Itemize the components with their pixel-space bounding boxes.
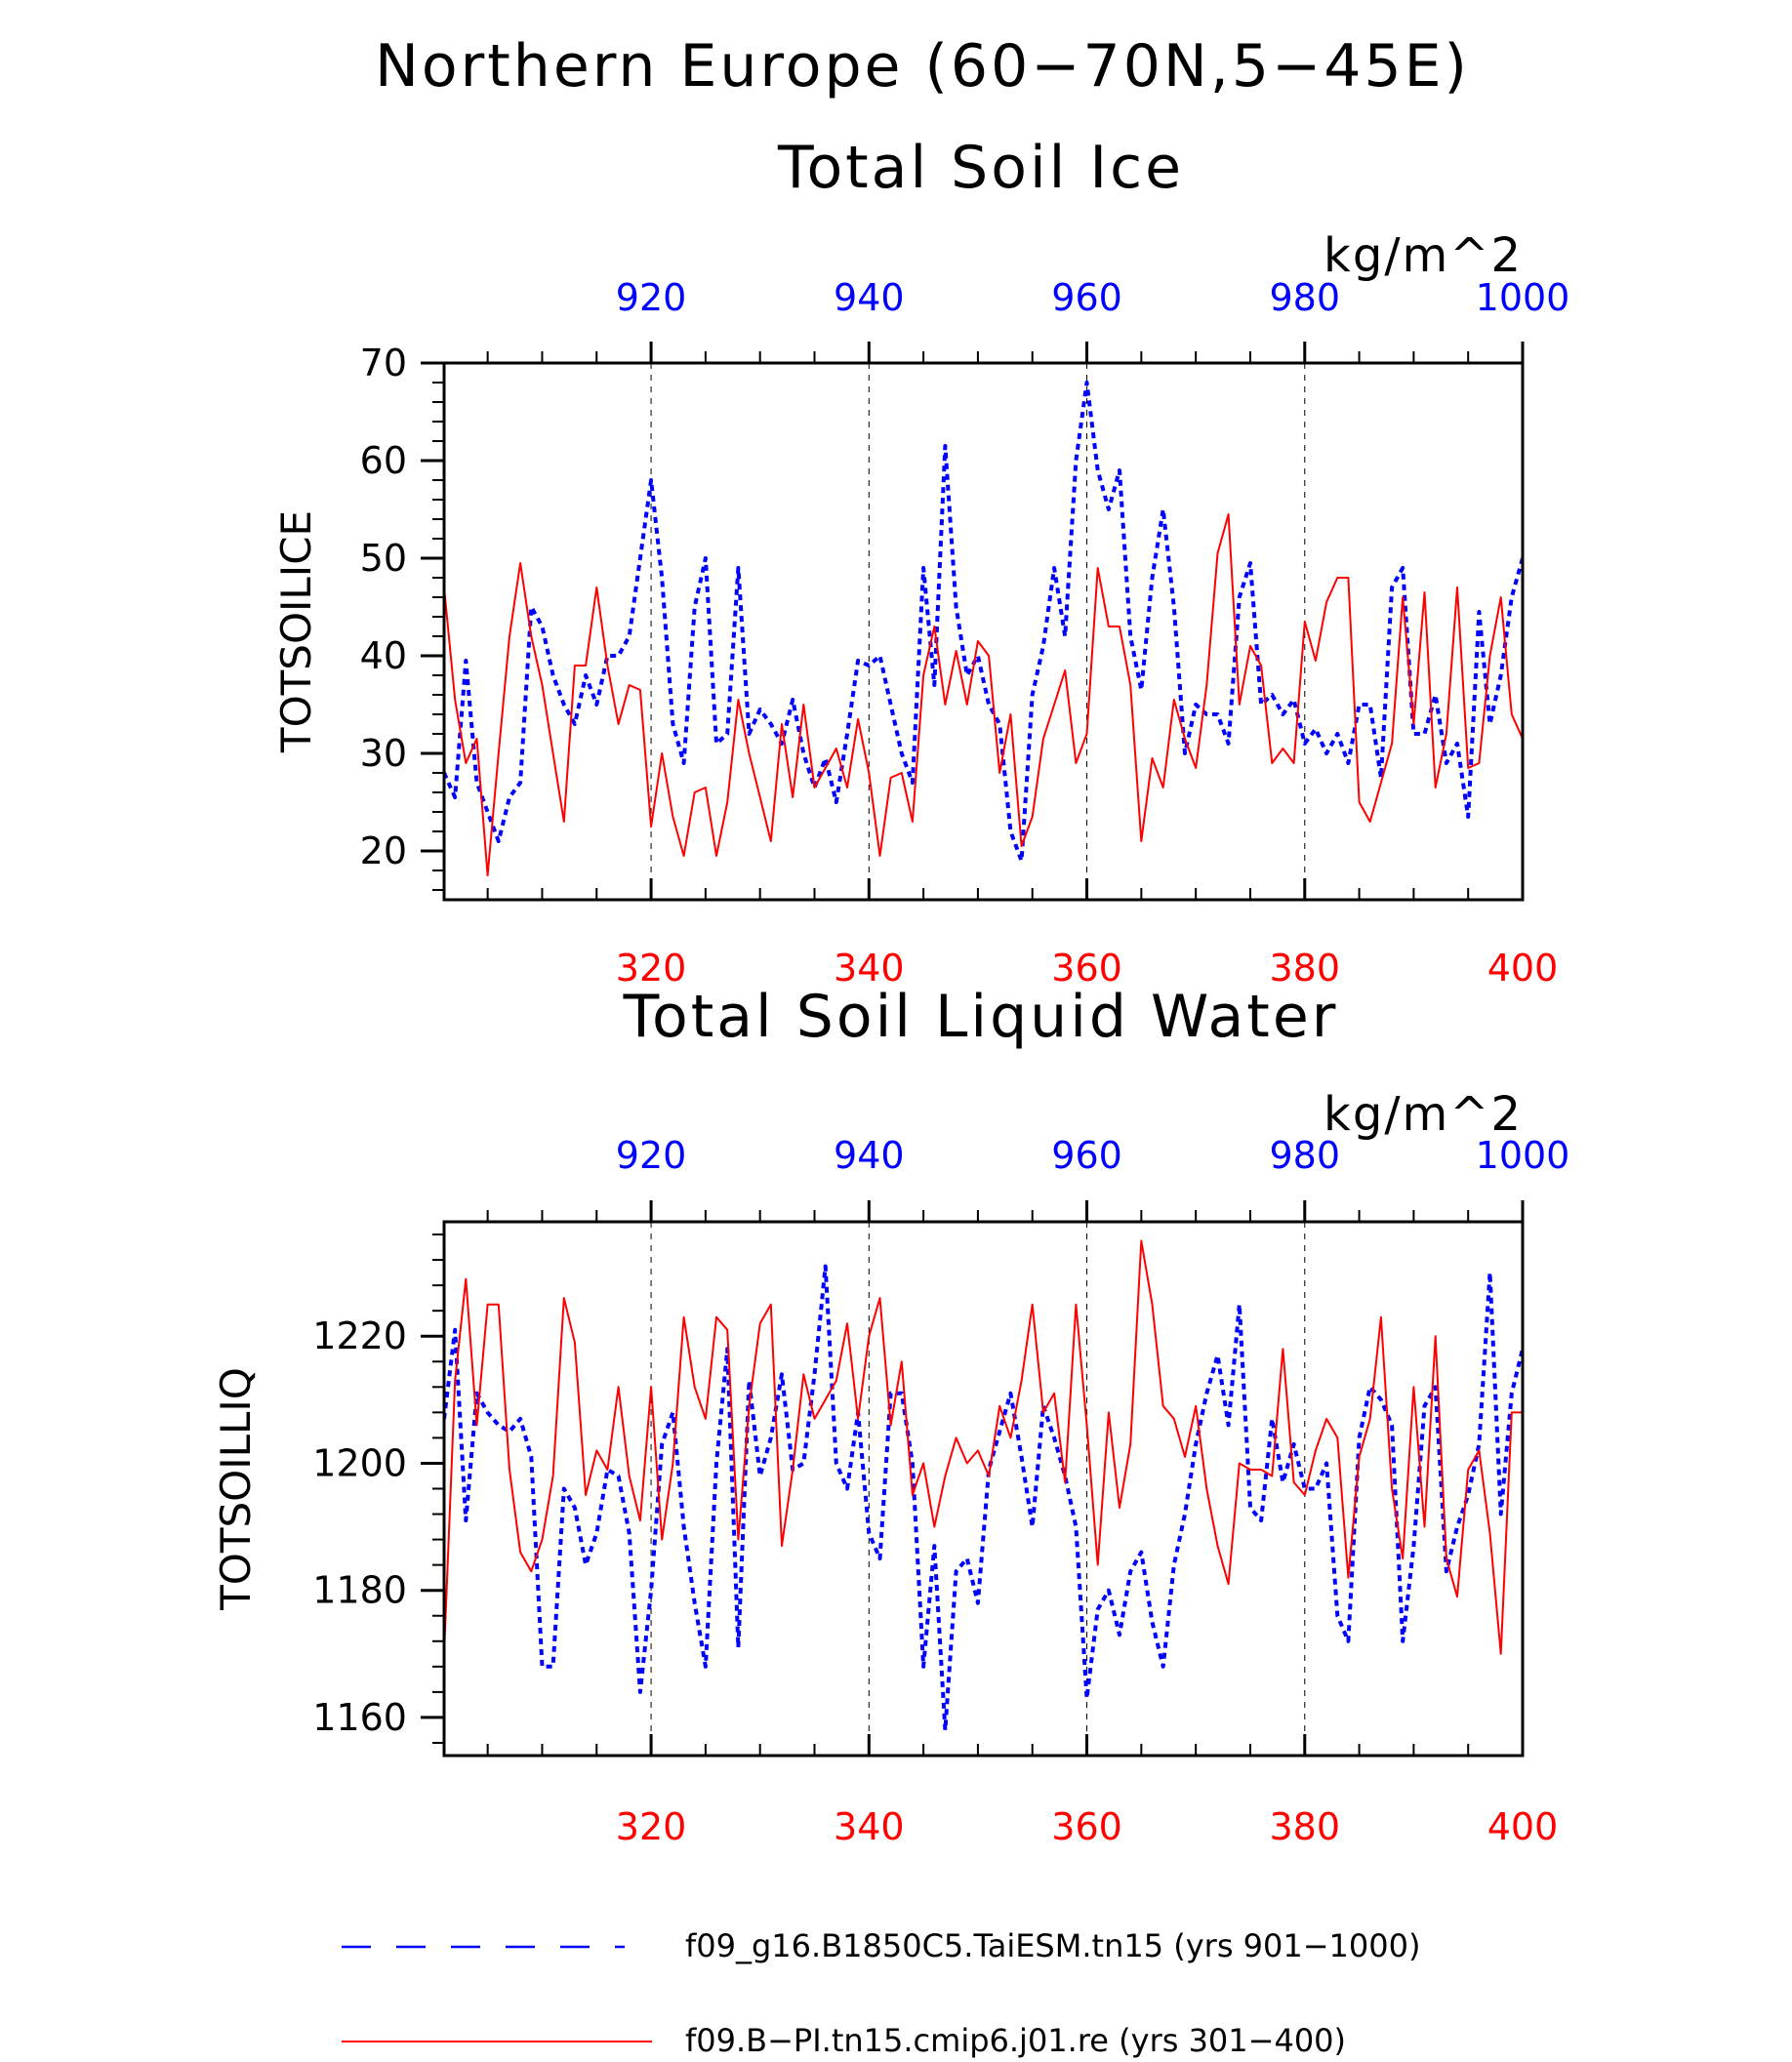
x-top-tick-label: 920	[616, 276, 687, 319]
x-bottom-tick-label: 380	[1270, 1805, 1341, 1848]
panel-title: Total Soil Liquid Water	[623, 983, 1339, 1051]
x-top-tick-label: 980	[1270, 1134, 1341, 1177]
y-tick-label: 1220	[312, 1314, 407, 1357]
x-top-tick-label: 940	[834, 276, 905, 319]
x-bottom-tick-label: 380	[1270, 947, 1341, 990]
y-tick-label: 1160	[312, 1696, 407, 1739]
y-tick-label: 50	[360, 537, 407, 580]
x-bottom-tick-label: 320	[616, 947, 687, 990]
x-bottom-tick-label: 400	[1487, 947, 1559, 990]
x-bottom-tick-label: 320	[616, 1805, 687, 1848]
legend: f09_g16.B1850C5.TaiESM.tn15 (yrs 901−100…	[342, 1927, 1420, 2059]
panel-soil-ice: Total Soil Ice kg/m^2 TOTSOILICE 320 340 360 3…	[272, 134, 1569, 990]
x-top-tick-label: 940	[834, 1134, 905, 1177]
x-bottom-tick-label: 360	[1051, 1805, 1122, 1848]
series-blue-line	[444, 381, 1523, 863]
legend-red-label: f09.B−PI.tn15.cmip6.j01.re (yrs 301−400)	[685, 2022, 1346, 2059]
x-bottom-tick-label: 340	[834, 947, 905, 990]
y-axis-label: TOTSOILLIQ	[212, 1367, 260, 1611]
y-tick-label: 30	[360, 732, 407, 775]
y-tick-label: 70	[360, 342, 407, 384]
y-tick-label: 1180	[312, 1569, 407, 1612]
y-tick-label: 60	[360, 439, 407, 482]
page-title: Northern Europe (60−70N,5−45E)	[375, 32, 1470, 101]
x-top-tick-label: 1000	[1476, 1134, 1570, 1177]
panel-title: Total Soil Ice	[777, 134, 1184, 202]
x-top-tick-label: 960	[1051, 276, 1122, 319]
y-tick-label: 40	[360, 634, 407, 677]
legend-blue-label: f09_g16.B1850C5.TaiESM.tn15 (yrs 901−100…	[685, 1927, 1420, 1964]
x-top-tick-label: 960	[1051, 1134, 1122, 1177]
x-bottom-tick-label: 340	[834, 1805, 905, 1848]
y-tick-label: 20	[360, 829, 407, 872]
series-red-line	[444, 513, 1523, 876]
plot-frame	[442, 1220, 1525, 1758]
x-top-tick-label: 1000	[1476, 276, 1570, 319]
x-top-tick-label: 980	[1270, 276, 1341, 319]
panel-soil-liquid: Total Soil Liquid Water kg/m^2 TOTSOILLIQ 3…	[212, 983, 1569, 1848]
y-axis-label: TOTSOILICE	[272, 510, 320, 753]
units-label: kg/m^2	[1324, 228, 1523, 283]
plot-frame	[442, 361, 1525, 902]
x-bottom-tick-label: 400	[1487, 1805, 1559, 1848]
series-blue-line	[444, 1264, 1523, 1732]
x-top-tick-label: 920	[616, 1134, 687, 1177]
units-label: kg/m^2	[1324, 1087, 1523, 1142]
series-red-line	[444, 1239, 1523, 1655]
y-tick-label: 1200	[312, 1441, 407, 1484]
x-bottom-tick-label: 360	[1051, 947, 1122, 990]
